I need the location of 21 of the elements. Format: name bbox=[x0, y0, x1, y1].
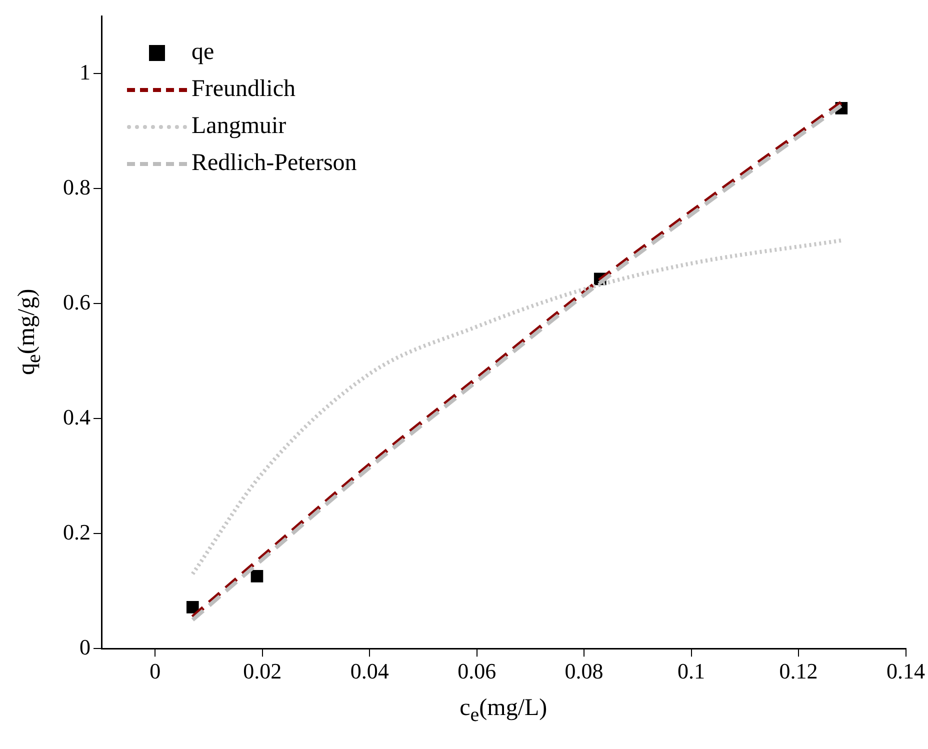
x-tick-label: 0.08 bbox=[564, 658, 604, 684]
x-axis-title: c$_{e}$(mg/L) bbox=[460, 694, 548, 726]
legend-label: Freundlich bbox=[192, 76, 296, 104]
y-tick-label: 0.2 bbox=[63, 519, 90, 544]
x-tick-label: 0.1 bbox=[678, 658, 706, 684]
point bbox=[250, 570, 264, 582]
point bbox=[186, 601, 199, 614]
y-tick-label: 0.8 bbox=[63, 174, 90, 200]
x-tick-label: 0 bbox=[150, 658, 161, 684]
y-tick-label: 0 bbox=[80, 634, 90, 660]
legend-label: Redlich-Peterson bbox=[192, 150, 357, 178]
y-tick-label: 0.6 bbox=[63, 289, 90, 314]
x-tick-label: 0.04 bbox=[350, 658, 389, 684]
x-tick-label: 0.12 bbox=[779, 658, 818, 684]
legend-label: Langmuir bbox=[192, 113, 286, 140]
y-tick-label: 1 bbox=[80, 59, 90, 84]
x-tick-label: 0.02 bbox=[243, 658, 282, 684]
y-tick-label: 0.4 bbox=[63, 404, 90, 430]
legend-label: qe bbox=[192, 39, 214, 66]
x-tick-label: 0.14 bbox=[886, 658, 925, 684]
x-tick-label: 0.06 bbox=[458, 658, 496, 684]
